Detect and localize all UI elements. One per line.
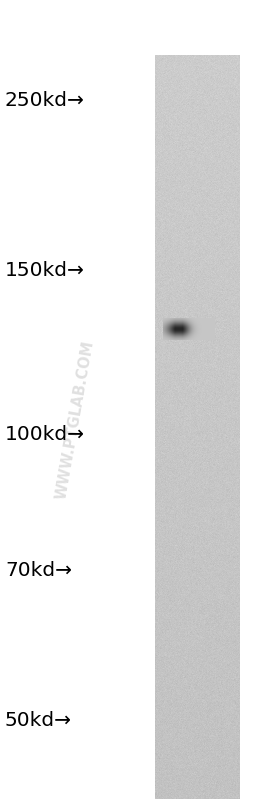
Text: 100kd→: 100kd→ (5, 426, 85, 444)
Text: 150kd→: 150kd→ (5, 260, 85, 280)
Text: 70kd→: 70kd→ (5, 561, 72, 579)
Text: 50kd→: 50kd→ (5, 710, 72, 729)
Text: 250kd→: 250kd→ (5, 90, 85, 109)
Text: WWW.PTGLAB.COM: WWW.PTGLAB.COM (54, 340, 96, 501)
